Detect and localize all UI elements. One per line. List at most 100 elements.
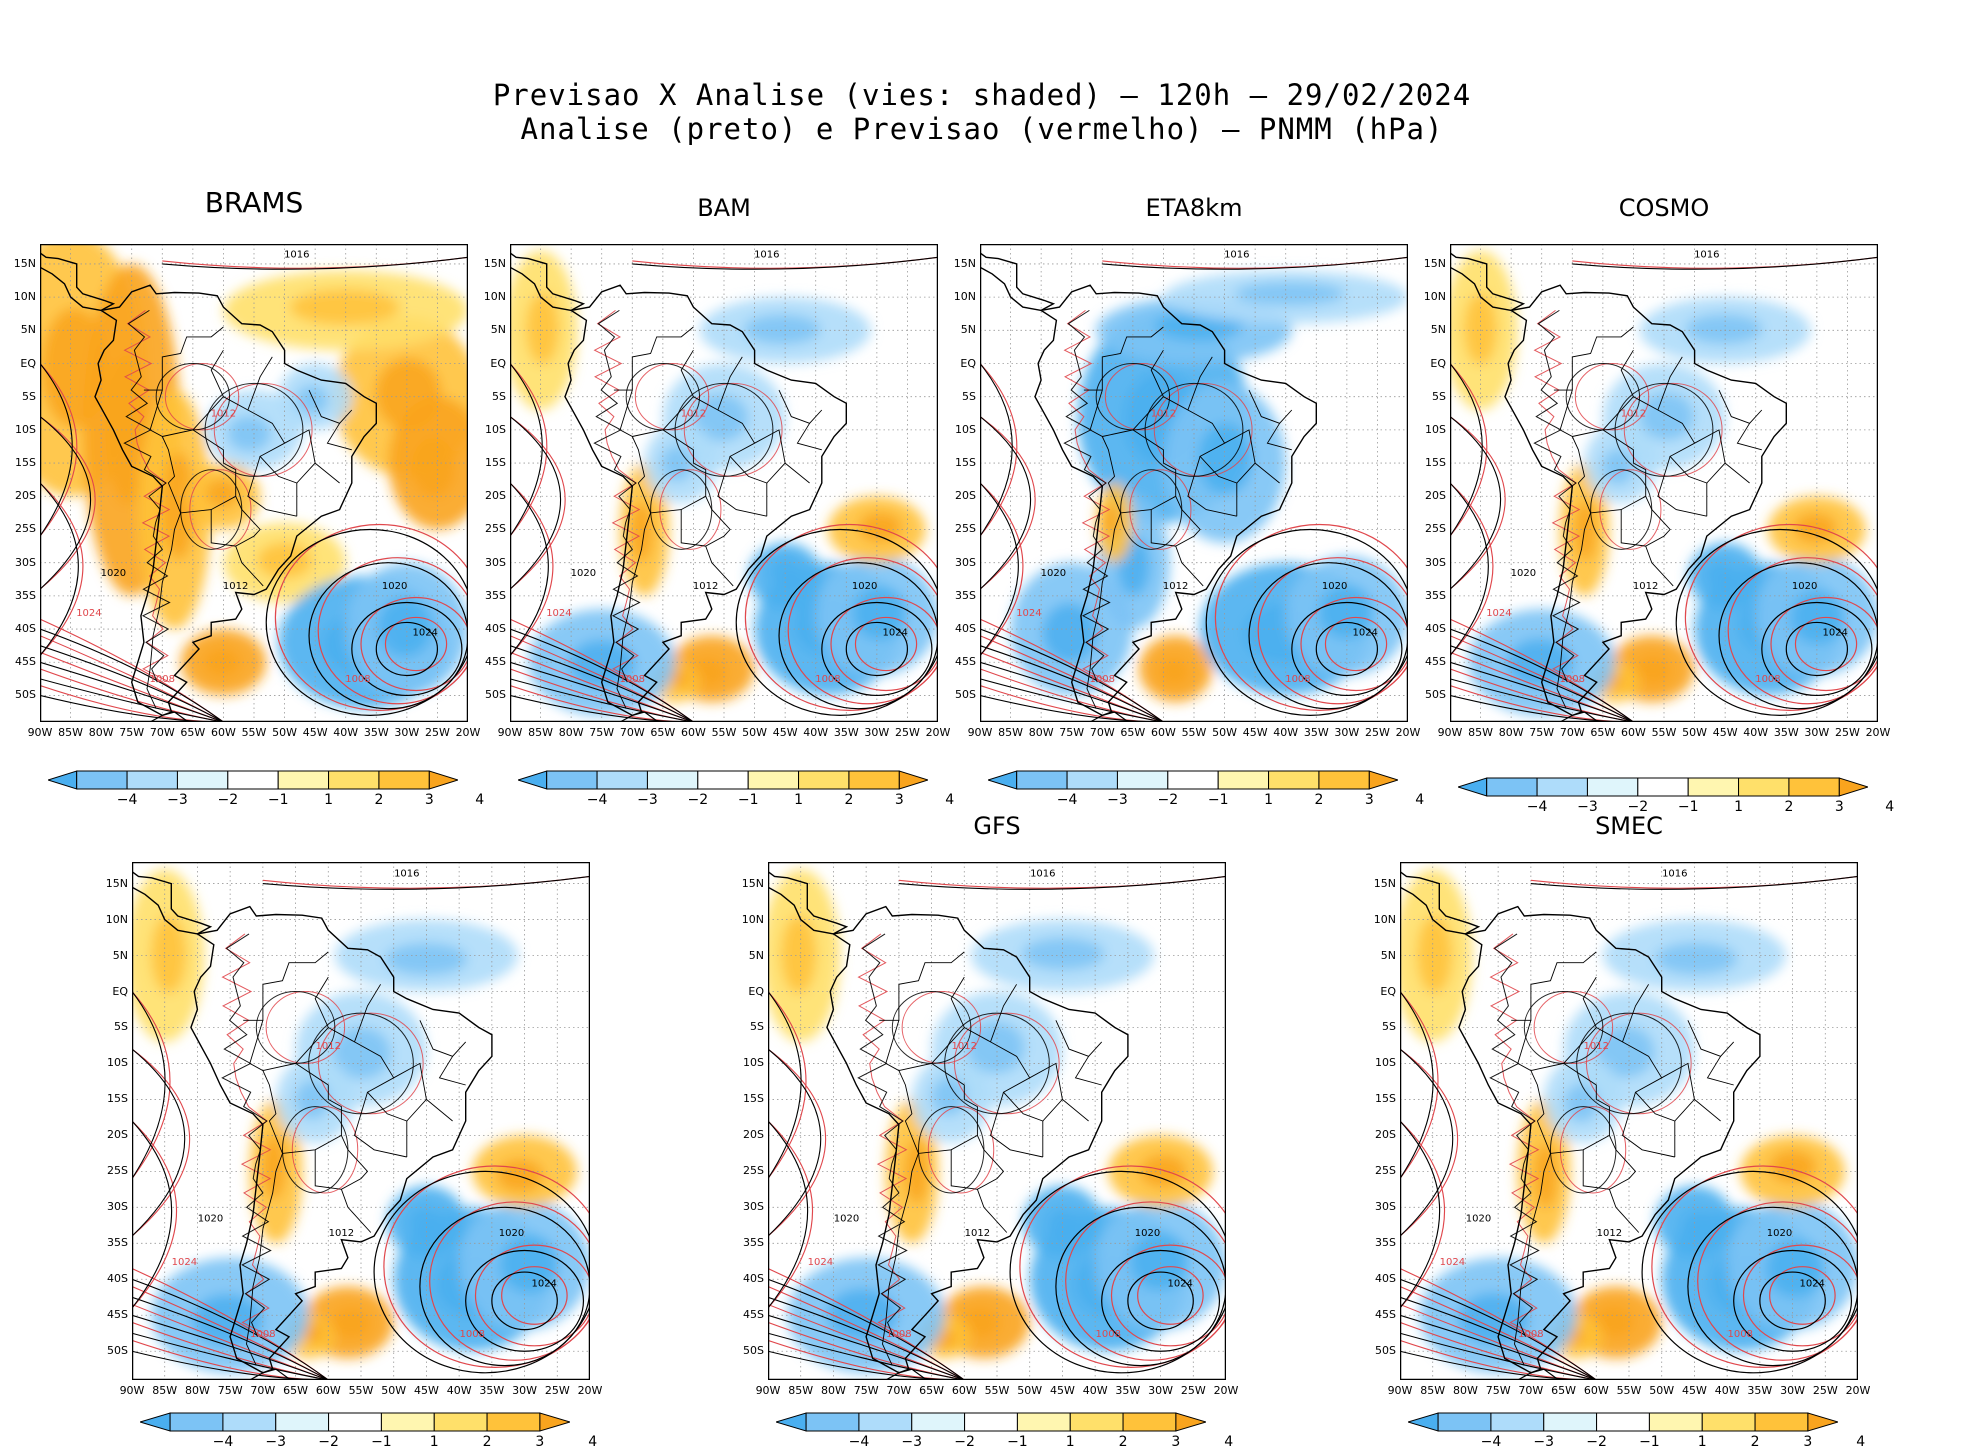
colorbar-label: 1	[1065, 1434, 1075, 1450]
lat-tick-label: 5S	[1382, 1020, 1396, 1034]
isobar-label: 1008	[250, 1329, 275, 1340]
country-border	[1511, 951, 1597, 1021]
country-border	[149, 389, 237, 514]
lat-tick-label: 25S	[15, 522, 36, 536]
isobar-label: 1020	[852, 581, 877, 592]
country-border	[295, 976, 329, 1064]
isobar-label: 1008	[460, 1329, 485, 1340]
colorbar-label: −4	[1480, 1434, 1502, 1450]
lat-tick-label: 35S	[955, 588, 976, 602]
coastline-south-america	[826, 905, 1129, 1374]
lat-tick-label: 40S	[15, 622, 36, 636]
lat-tick-label: 50S	[1375, 1344, 1396, 1358]
lat-tick-label: 25S	[743, 1164, 764, 1178]
lon-tick-label: 40W	[1273, 726, 1299, 739]
lon-tick-label: 60W	[1620, 726, 1646, 739]
country-border	[976, 1189, 1008, 1233]
isobar-label: 1012	[965, 1228, 990, 1239]
isobar-label: 1016	[754, 249, 779, 260]
lon-tick-label: 60W	[1150, 726, 1176, 739]
isobar-label: 1012	[223, 581, 248, 592]
lon-tick-label: 65W	[1120, 726, 1146, 739]
colorbar-label: −4	[212, 1434, 234, 1450]
lon-tick-label: 90W	[1387, 1384, 1413, 1397]
colorbar-label: −4	[586, 792, 608, 808]
colorbar-label: 3	[535, 1434, 545, 1450]
colorbar: −4 −3 −2 −1 1 2 3 4	[986, 770, 1424, 814]
lon-tick-label: 25W	[894, 726, 920, 739]
isobar-label: 1020	[382, 581, 407, 592]
lon-tick-label: 20W	[455, 726, 481, 739]
panel-title: BAM	[697, 194, 751, 222]
isobar-label: 1020	[834, 1214, 859, 1225]
country-border	[1132, 349, 1164, 431]
lon-tick-label: 90W	[27, 726, 53, 739]
lat-tick-label: 35S	[15, 588, 36, 602]
lat-tick-label: 20S	[1375, 1128, 1396, 1142]
lon-tick-label: 35W	[1115, 1384, 1141, 1397]
country-border	[717, 356, 743, 411]
country-border	[1582, 1135, 1637, 1190]
isobar-label: 1024	[808, 1257, 833, 1268]
lat-tick-label: 50S	[15, 688, 36, 702]
isobars	[40, 256, 468, 722]
lat-tick-label: 15N	[953, 256, 976, 270]
isobar-label: 1012	[211, 409, 236, 420]
lat-tick-label: 5N	[112, 948, 128, 962]
lon-tick-label: 90W	[967, 726, 993, 739]
colorbar-label: 4	[1885, 799, 1895, 815]
colorbar: −4 −3 −2 −1 1 2 3 4	[138, 1412, 597, 1456]
colorbar-label: 2	[374, 792, 384, 808]
country-border	[662, 349, 694, 431]
lat-tick-label: 40S	[485, 622, 506, 636]
lat-tick-label: 25S	[1375, 1164, 1396, 1178]
country-border	[1736, 423, 1762, 451]
colorbar-label: −3	[167, 792, 188, 808]
lat-tick-label: EQ	[20, 356, 36, 370]
lat-tick-label: 45S	[743, 1308, 764, 1322]
country-border	[223, 396, 285, 444]
country-border	[243, 951, 329, 1021]
lon-tick-label: 70W	[619, 726, 645, 739]
lon-tick-label: 60W	[315, 1384, 341, 1397]
lon-tick-label: 90W	[497, 726, 523, 739]
map-plot: 1020 1008 1012 1012 1016 1024 1020 1008 1024	[510, 244, 938, 722]
lon-tick-label: 30W	[1148, 1384, 1173, 1397]
isobars	[510, 256, 938, 722]
isobar-label: 1024	[1352, 628, 1377, 639]
lat-tick-label: 35S	[743, 1236, 764, 1250]
lat-tick-label: 35S	[107, 1236, 128, 1250]
country-border	[1150, 496, 1201, 547]
lat-tick-label: 40S	[743, 1272, 764, 1286]
country-border	[931, 976, 965, 1064]
lon-tick-label: 40W	[1743, 726, 1769, 739]
map-panel-smec: SMEC 1020 1008 1012 1012 1016 1024 1020 1008 1024…	[1374, 812, 1871, 1397]
map-plot: 1020 1008 1012 1012 1016 1024 1020 1008 1024	[768, 862, 1226, 1380]
lat-tick-label: 35S	[1375, 1236, 1396, 1250]
lon-tick-label: 55W	[1181, 726, 1207, 739]
lon-tick-label: 55W	[1616, 1384, 1642, 1397]
country-border	[1602, 349, 1634, 431]
lat-tick-label: 10N	[1373, 912, 1396, 926]
lon-tick-label: 90W	[119, 1384, 145, 1397]
lat-tick-label: 15N	[105, 876, 128, 890]
lat-tick-label: 40S	[955, 622, 976, 636]
lat-tick-label: 5N	[1430, 323, 1446, 337]
lat-tick-label: 10N	[1423, 290, 1446, 304]
lon-tick-label: 50W	[272, 726, 297, 739]
lon-tick-label: 70W	[886, 1384, 912, 1397]
lat-tick-label: 15N	[1373, 876, 1396, 890]
isobar-label: 1024	[1016, 608, 1041, 619]
lat-tick-label: 5S	[114, 1020, 128, 1034]
isobar-label: 1024	[882, 628, 907, 639]
coastline-central-america	[980, 252, 1056, 312]
country-border	[354, 984, 381, 1043]
lat-tick-label: 40S	[1375, 1272, 1396, 1286]
lon-tick-label: 40W	[333, 726, 359, 739]
bias-shading	[132, 869, 590, 1373]
lat-tick-label: 45S	[1375, 1308, 1396, 1322]
lat-tick-label: 5S	[962, 389, 976, 403]
country-border	[1657, 356, 1683, 411]
isobar-label: 1012	[1633, 581, 1658, 592]
map-plot: 1020 1008 1012 1012 1016 1024 1020 1008 1024	[132, 862, 590, 1380]
